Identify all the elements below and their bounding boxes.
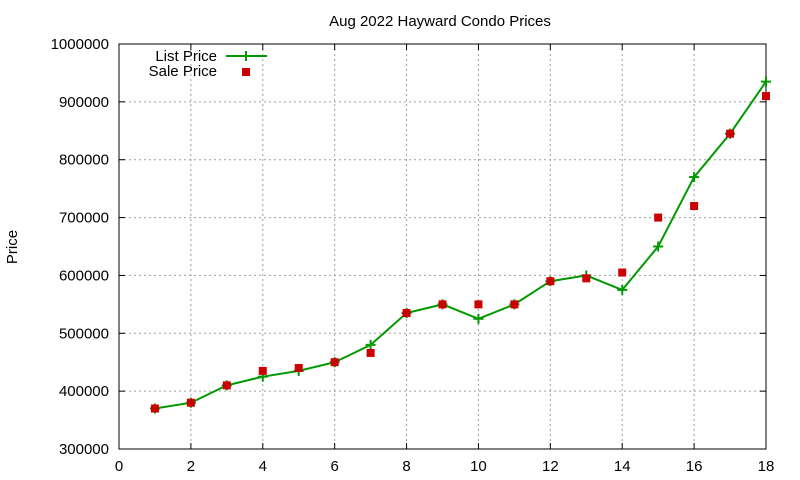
x-tick-label: 2	[187, 458, 195, 475]
y-axis-ticks: 300000 400000 500000 600000 700000 800000 9000…	[51, 36, 766, 458]
x-axis-ticks: 0 2 4 6 8 10 12 14 16 18	[115, 44, 775, 475]
square-marker-icon	[582, 274, 591, 283]
series-sale-price	[150, 92, 770, 413]
y-tick-label: 900000	[59, 94, 109, 111]
square-marker-icon	[618, 268, 627, 277]
x-tick-label: 8	[402, 458, 410, 475]
square-marker-icon	[402, 309, 411, 318]
chart-title: Aug 2022 Hayward Condo Prices	[329, 13, 551, 30]
square-marker-icon	[654, 213, 663, 222]
x-tick-label: 6	[330, 458, 338, 475]
y-axis-label: Price	[4, 230, 21, 264]
x-tick-label: 0	[115, 458, 123, 475]
square-marker-icon	[726, 129, 735, 138]
square-marker-icon	[474, 300, 483, 309]
y-tick-label: 300000	[59, 441, 109, 458]
legend-label-list-price: List Price	[155, 48, 217, 65]
square-marker-icon	[510, 300, 519, 309]
y-tick-label: 400000	[59, 383, 109, 400]
square-marker-icon	[258, 366, 267, 375]
square-marker-icon	[762, 92, 770, 101]
y-tick-label: 700000	[59, 210, 109, 227]
square-marker-icon	[222, 381, 231, 390]
series-line	[154, 81, 767, 410]
legend-square-sale-price-icon	[242, 68, 250, 76]
square-marker-icon	[330, 358, 339, 367]
square-marker-icon	[294, 364, 303, 372]
square-marker-icon	[186, 398, 195, 407]
series-layer	[149, 76, 771, 414]
square-marker-icon	[690, 202, 699, 210]
legend-line-list-price-icon	[226, 51, 267, 61]
square-marker-icon	[150, 404, 159, 413]
series-list-price	[149, 76, 771, 414]
square-marker-icon	[546, 277, 555, 286]
plot-area-frame	[118, 43, 767, 450]
x-tick-label: 16	[686, 458, 703, 475]
x-tick-label: 12	[542, 458, 559, 475]
legend: List Price Sale Price	[149, 48, 267, 80]
y-tick-label: 600000	[59, 267, 109, 284]
square-marker-icon	[438, 300, 447, 309]
y-tick-label: 500000	[59, 325, 109, 342]
y-tick-label: 800000	[59, 152, 109, 169]
y-tick-label: 1000000	[51, 36, 109, 53]
x-tick-label: 10	[470, 458, 487, 475]
x-tick-label: 14	[614, 458, 631, 475]
legend-label-sale-price: Sale Price	[149, 63, 217, 80]
x-tick-label: 4	[259, 458, 267, 475]
x-tick-label: 18	[758, 458, 775, 475]
grid-lines	[119, 44, 766, 449]
square-marker-icon	[366, 348, 375, 357]
